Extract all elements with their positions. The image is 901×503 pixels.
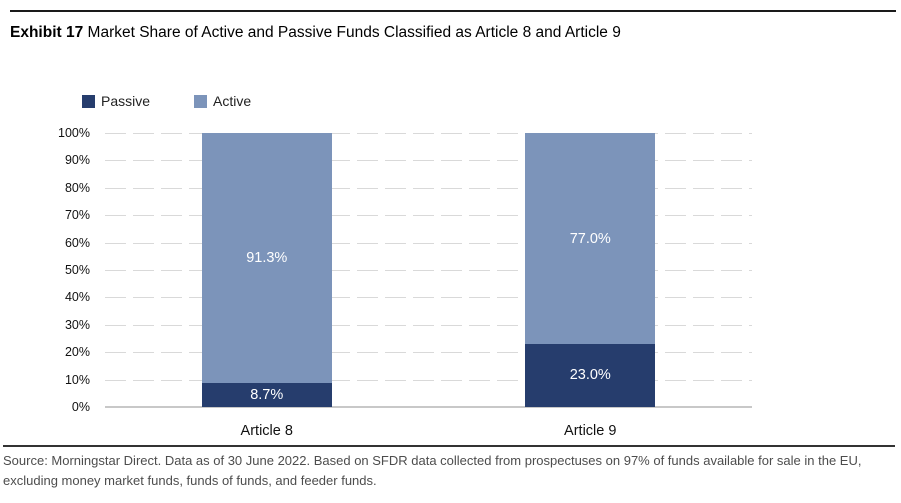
gridline xyxy=(105,242,752,244)
gridline xyxy=(105,215,752,217)
x-axis: Article 8 Article 9 xyxy=(105,423,752,443)
source-note: Source: Morningstar Direct. Data as of 3… xyxy=(3,451,861,491)
y-tick-label: 90% xyxy=(64,153,90,168)
bar-article-8: 91.3% 8.7% xyxy=(201,133,332,407)
segment-passive: 23.0% xyxy=(525,343,656,407)
y-tick-label: 10% xyxy=(64,372,90,387)
bar-article-9: 77.0% 23.0% xyxy=(525,133,656,407)
active-swatch-icon xyxy=(194,94,208,108)
x-axis-line xyxy=(105,406,752,408)
y-tick-label: 30% xyxy=(64,317,90,332)
gridline xyxy=(105,352,752,354)
chart-legend: Passive Active xyxy=(82,93,251,109)
y-tick-label: 100% xyxy=(58,126,90,140)
y-tick-label: 20% xyxy=(64,345,90,360)
plot-area: 91.3% 8.7% 77.0% 23.0% xyxy=(105,133,752,408)
top-divider xyxy=(10,10,896,12)
gridline xyxy=(105,187,752,189)
gridline xyxy=(105,379,752,381)
y-tick-label: 0% xyxy=(71,400,90,414)
value-label: 23.0% xyxy=(569,367,611,384)
x-tick-label: Article 8 xyxy=(240,423,293,439)
legend-item-active: Active xyxy=(194,93,251,109)
segment-active: 77.0% xyxy=(525,133,656,344)
gridline xyxy=(105,324,752,326)
gridline xyxy=(105,133,752,134)
value-label: 8.7% xyxy=(250,387,284,404)
value-label: 91.3% xyxy=(246,250,288,267)
value-label: 77.0% xyxy=(569,230,611,247)
y-tick-label: 50% xyxy=(64,263,90,277)
chart-title-text: Market Share of Active and Passive Funds… xyxy=(87,24,621,41)
footer-divider xyxy=(3,445,895,447)
chart-title: Exhibit 17 Market Share of Active and Pa… xyxy=(10,24,621,42)
y-tick-label: 80% xyxy=(64,180,90,195)
legend-label-active: Active xyxy=(213,93,252,109)
gridline xyxy=(105,297,752,299)
segment-passive: 8.7% xyxy=(201,383,332,407)
source-line-1: Source: Morningstar Direct. Data as of 3… xyxy=(3,453,862,468)
y-axis: 100% 90% 80% 70% 60% 50% 40% 30% 20% 10% 0% xyxy=(35,126,90,414)
segment-active: 91.3% xyxy=(201,133,332,384)
legend-item-passive: Passive xyxy=(82,93,150,109)
passive-swatch-icon xyxy=(82,94,95,108)
y-tick-label: 60% xyxy=(64,235,90,250)
exhibit-label: Exhibit 17 xyxy=(10,24,84,41)
source-line-2: excluding money market funds, funds of f… xyxy=(3,473,377,488)
legend-label-passive: Passive xyxy=(101,93,151,109)
gridline xyxy=(105,160,752,162)
x-tick-label: Article 9 xyxy=(564,423,617,439)
y-tick-label: 70% xyxy=(64,208,90,223)
gridline xyxy=(105,270,752,271)
y-tick-label: 40% xyxy=(64,290,90,305)
